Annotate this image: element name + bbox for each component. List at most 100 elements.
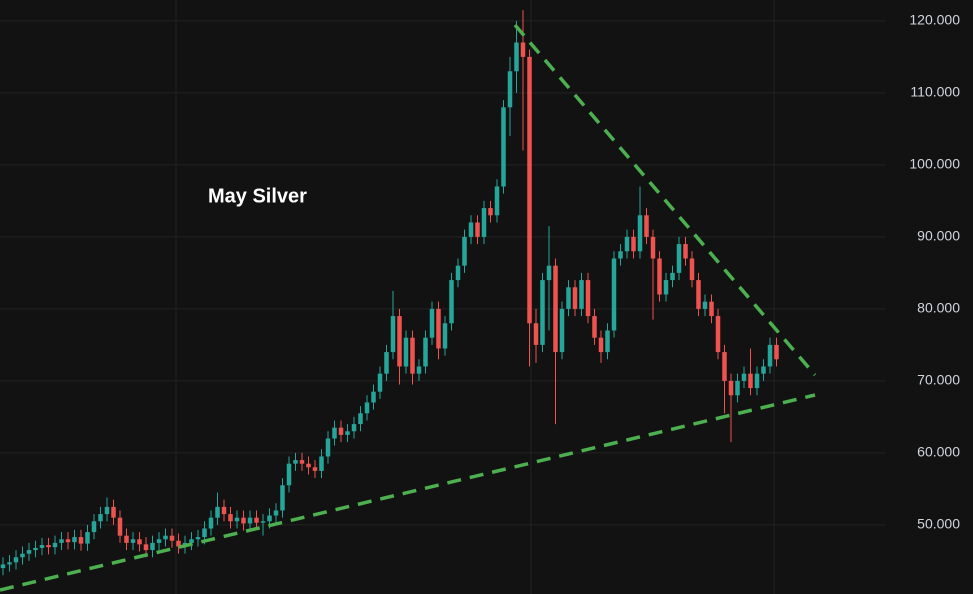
lower-trendline — [0, 393, 816, 592]
candle-body — [59, 539, 64, 543]
candle-body — [429, 308, 435, 338]
candle-body — [403, 337, 409, 367]
candle-body — [572, 287, 578, 309]
candle-body — [13, 557, 19, 563]
candle-body — [215, 506, 220, 518]
candle-body — [0, 564, 6, 569]
candle-body — [299, 460, 305, 464]
candle-body — [527, 56, 532, 324]
candle-body — [520, 42, 526, 57]
candle-body — [39, 545, 45, 548]
candle-body — [657, 258, 662, 295]
candle-body — [670, 272, 675, 281]
candle-body — [423, 337, 428, 367]
candle-body — [26, 550, 32, 554]
candle-body — [72, 537, 77, 543]
candle-body — [247, 517, 253, 524]
candle-body — [455, 265, 461, 281]
y-tick-label: 50.000 — [917, 516, 960, 532]
candle-body — [553, 265, 558, 353]
candle-body — [592, 316, 597, 338]
candle-body — [683, 244, 688, 259]
candle-body — [195, 537, 201, 540]
upper-trendline — [513, 23, 817, 377]
candle-body — [345, 431, 350, 435]
candle-body — [715, 316, 721, 353]
candle-body — [208, 517, 214, 529]
candle-body — [7, 562, 12, 565]
candle-body — [689, 258, 695, 281]
grid — [0, 20, 885, 526]
candle-body — [98, 514, 103, 522]
candle-body — [559, 308, 565, 353]
candle-body — [358, 413, 363, 425]
candle-body — [533, 323, 539, 345]
candle-body — [85, 532, 90, 544]
candle-body — [332, 427, 337, 439]
y-tick-label: 60.000 — [917, 444, 960, 460]
candle-body — [540, 280, 545, 345]
candle-body — [611, 258, 617, 331]
candle-body — [130, 539, 136, 543]
candle-body — [104, 506, 110, 515]
candle-body — [676, 244, 682, 273]
candle-body — [293, 460, 298, 464]
candle-body — [52, 542, 58, 548]
candle-body — [475, 222, 480, 237]
candle-body — [306, 463, 311, 468]
candle-body — [117, 517, 123, 536]
candle-body — [767, 344, 773, 367]
candle-body — [156, 539, 162, 543]
y-tick-label: 100.000 — [909, 156, 960, 172]
candle-body — [436, 308, 441, 349]
candle-body — [605, 330, 610, 353]
y-tick-label: 120.000 — [909, 12, 960, 28]
candle-body — [150, 542, 155, 551]
candle-body — [494, 186, 500, 216]
candle-body — [449, 280, 454, 324]
candle-body — [481, 208, 487, 237]
candle-body — [221, 506, 227, 515]
candle-body — [410, 337, 415, 374]
candle-body — [390, 316, 396, 353]
candle-body — [566, 287, 571, 309]
candles — [0, 10, 779, 576]
candle-body — [384, 352, 389, 374]
candle-body — [618, 251, 623, 259]
candle-body — [65, 539, 71, 543]
candle-body — [501, 107, 506, 187]
candle-body — [202, 528, 207, 538]
candle-body — [33, 547, 38, 551]
candle-body — [20, 553, 25, 558]
candle-body — [585, 280, 591, 317]
candle-body — [598, 337, 604, 353]
candle-body — [514, 42, 519, 72]
candle-body — [169, 535, 175, 541]
candle-body — [462, 236, 467, 266]
candle-body — [280, 485, 285, 511]
y-tick-label: 90.000 — [917, 228, 960, 244]
candle-body — [364, 402, 370, 414]
candle-body — [650, 236, 656, 259]
candle-body — [176, 540, 181, 547]
candle-body — [143, 544, 149, 551]
candle-body — [137, 539, 142, 545]
candle-body — [234, 517, 240, 522]
candle-body — [228, 514, 233, 522]
candle-body — [254, 517, 259, 523]
candle-body — [546, 265, 552, 281]
candle-body — [260, 521, 266, 523]
candle-body — [91, 521, 97, 533]
candle-body — [46, 545, 51, 548]
candle-body — [722, 352, 727, 381]
candle-body — [267, 515, 272, 522]
candle-body — [488, 208, 493, 216]
candle-body — [351, 424, 357, 432]
trendlines — [0, 23, 817, 592]
candle-body — [468, 222, 474, 237]
candle-body — [631, 236, 636, 252]
candle-body — [442, 323, 448, 349]
candle-body — [78, 537, 84, 544]
